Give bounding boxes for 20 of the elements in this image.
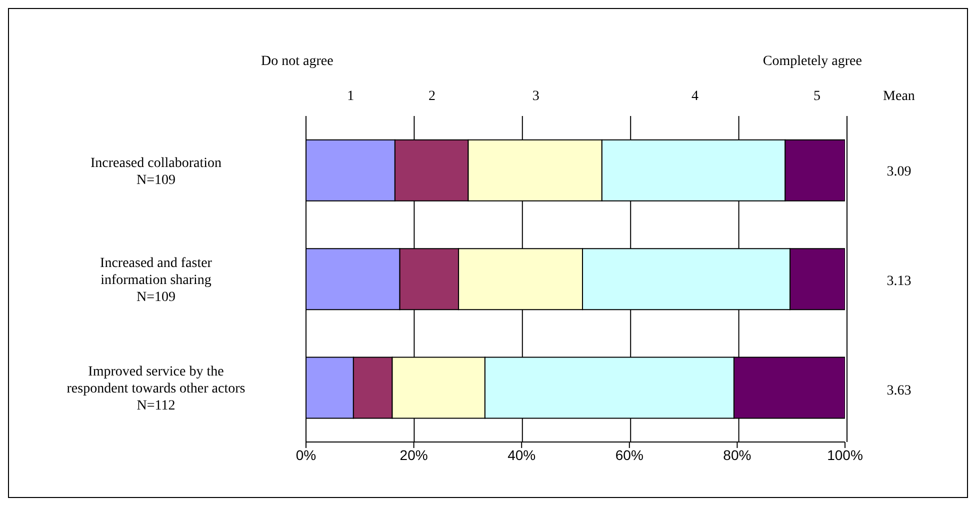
text: 3 (532, 89, 540, 104)
x-tick-label: 100% (827, 446, 863, 463)
text: 2 (428, 89, 436, 104)
x-tick-label: 0% (296, 446, 316, 463)
x-tick-label: 80% (723, 446, 752, 463)
text: Do not agree (261, 54, 334, 69)
text: Completely agree (762, 54, 862, 69)
text: 3.13 (886, 274, 912, 289)
text: 1 (347, 89, 354, 104)
x-tick-label: 20% (400, 446, 428, 463)
text: 5 (813, 89, 820, 104)
y-tick-label: Improved service by the respondent towards other actors N=112 (66, 364, 246, 414)
y-tick-label: Increased and faster information sharing N=109 (100, 256, 212, 305)
x-tick-label: 60% (615, 446, 644, 463)
y-tick-label: Increased collaboration N=109 (90, 156, 222, 188)
text: Mean (883, 89, 915, 104)
text: 3.63 (886, 383, 912, 398)
text: 4 (691, 89, 698, 104)
text: 3.09 (886, 164, 912, 180)
x-tick-label: 40% (508, 446, 536, 463)
